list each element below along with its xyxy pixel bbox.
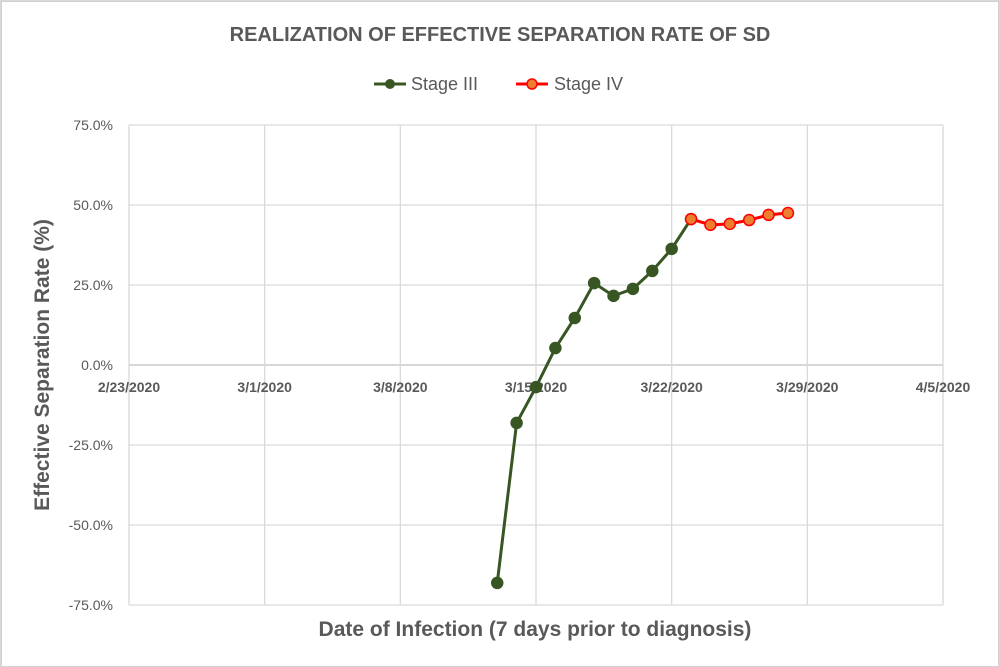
gridlines [128,124,944,606]
data-point[interactable] [762,208,775,222]
data-point[interactable] [742,213,756,227]
y-axis-title: Effective Separation Rate (%) [31,219,54,511]
legend-label-stage-iv: Stage IV [554,74,623,94]
y-axis-ticks: 75.0% 50.0% 25.0% 0.0% -25.0% -50.0% -75.0% [69,117,113,613]
data-point[interactable] [587,276,601,290]
x-tick-label: 3/22/2020 [641,379,703,395]
y-tick-label: -75.0% [69,597,113,613]
series-stage-iii [490,212,698,590]
x-tick-label: 3/29/2020 [776,379,838,395]
data-point[interactable] [781,206,795,220]
x-axis-title: Date of Infection (7 days prior to diagn… [319,618,752,641]
y-tick-label: 0.0% [81,357,113,373]
series-stage-iv [684,206,795,232]
data-point[interactable] [684,212,698,226]
x-tick-label: 3/8/2020 [373,379,428,395]
legend-item-stage-iii[interactable]: Stage III [374,74,478,94]
x-tick-label: 3/1/2020 [237,379,292,395]
legend-label-stage-iii: Stage III [411,74,478,94]
series-line [495,218,693,584]
y-tick-label: 25.0% [73,277,113,293]
series-layer [490,206,795,590]
x-axis-ticks: 2/23/20203/1/20203/8/20203/15/20203/22/2… [98,379,971,395]
legend-item-stage-iv[interactable]: Stage IV [516,74,623,94]
chart-title: REALIZATION OF EFFECTIVE SEPARATION RATE… [230,24,771,46]
legend: Stage III Stage IV [374,74,623,94]
data-point[interactable] [665,242,678,256]
data-point[interactable] [626,282,640,296]
data-point[interactable] [723,217,737,231]
y-tick-label: 50.0% [73,197,113,213]
legend-marker-stage-iv [526,78,538,90]
x-tick-label: 2/23/2020 [98,379,160,395]
legend-marker-stage-iii [385,79,395,89]
data-point[interactable] [568,311,582,325]
data-point[interactable] [490,576,504,590]
data-point[interactable] [704,218,717,232]
data-point[interactable] [510,416,523,430]
data-point[interactable] [549,341,562,355]
data-point[interactable] [529,380,543,394]
y-tick-label: -50.0% [69,517,113,533]
x-tick-label: 4/5/2020 [916,379,971,395]
y-tick-label: 75.0% [73,117,113,133]
data-point[interactable] [646,264,659,278]
data-point[interactable] [607,289,620,303]
y-tick-label: -25.0% [69,437,113,453]
